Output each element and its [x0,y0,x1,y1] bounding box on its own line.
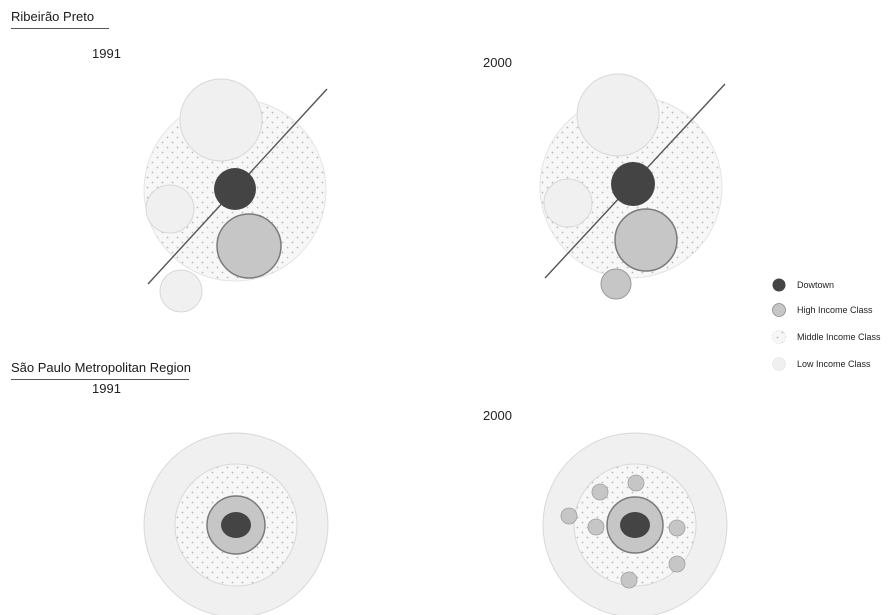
legend-swatch-downtown [772,278,786,292]
section-title-sao-paulo: São Paulo Metropolitan Region [11,360,191,375]
year-label-rp-2000: 2000 [483,55,512,70]
section-underline-sao-paulo [11,379,189,380]
sp-2000-high-income-satellite [560,507,578,525]
rp-2000-diagram [539,73,726,300]
section-underline-ribeirao-preto [11,28,109,29]
sp-2000-high-income-satellite [591,483,609,501]
legend-swatch-low-income [772,357,786,371]
rp-1991-diagram [143,78,328,313]
rp-2000-low-income-area-left [543,178,593,228]
rp-1991-downtown [214,168,256,210]
sp-2000-high-income-satellite [668,519,686,537]
legend-swatches [772,278,786,371]
legend-label-downtown: Dowtown [797,280,835,290]
legend-label-low-income: Low Income Class [797,359,871,369]
legend-label-middle-income: Middle Income Class [797,332,881,342]
legend-swatch-high-income [772,303,786,317]
legend-label-high-income: High Income Class [797,305,873,315]
sp-2000-high-income-satellite [668,555,686,573]
sp-2000-high-income-satellite [587,518,605,536]
sp-1991-diagram [143,432,329,615]
year-label-rp-1991: 1991 [92,46,121,61]
sp-2000-diagram [542,432,728,615]
rp-2000-high-income-area [614,208,678,272]
sp-2000-downtown [620,512,650,538]
sp-2000-high-income-satellite [620,571,638,589]
rp-1991-high-income-area [216,213,282,279]
legend-swatch-middle-income [772,330,786,344]
sp-1991-downtown [221,512,251,538]
rp-2000-high-income-area-small [600,268,632,300]
sp-2000-high-income-satellite [627,474,645,492]
rp-2000-low-income-area-top [576,73,660,157]
year-label-sp-1991: 1991 [92,381,121,396]
section-title-ribeirao-preto: Ribeirão Preto [11,9,95,24]
year-label-sp-2000: 2000 [483,408,512,423]
rp-2000-downtown [611,162,655,206]
rp-1991-low-income-area-left [145,184,195,234]
rp-1991-low-income-area-bottom [159,269,203,313]
rp-1991-low-income-area-top [179,78,263,162]
